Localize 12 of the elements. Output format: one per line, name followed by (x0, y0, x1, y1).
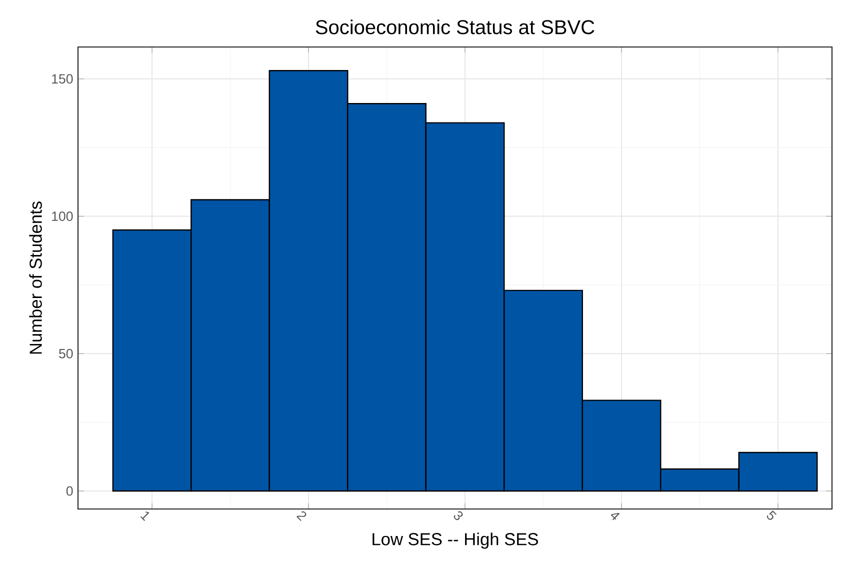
y-axis-title: Number of Students (29, 202, 42, 354)
x-tick-label: 3 (454, 511, 463, 520)
x-tick-label: 4 (610, 512, 620, 520)
x-tick-label: 1 (140, 512, 150, 521)
y-tick-label: 50 (59, 348, 73, 358)
y-tick-label: 100 (52, 212, 73, 221)
x-axis-title: Low SES -- High SES (372, 532, 538, 549)
chart-title: Socioeconomic Status at SBVC (316, 20, 594, 34)
x-tick-label: 2 (296, 511, 306, 522)
y-tick-label: 150 (52, 74, 73, 84)
y-tick-label: 0 (66, 486, 73, 496)
x-tick-label: 5 (766, 510, 777, 520)
